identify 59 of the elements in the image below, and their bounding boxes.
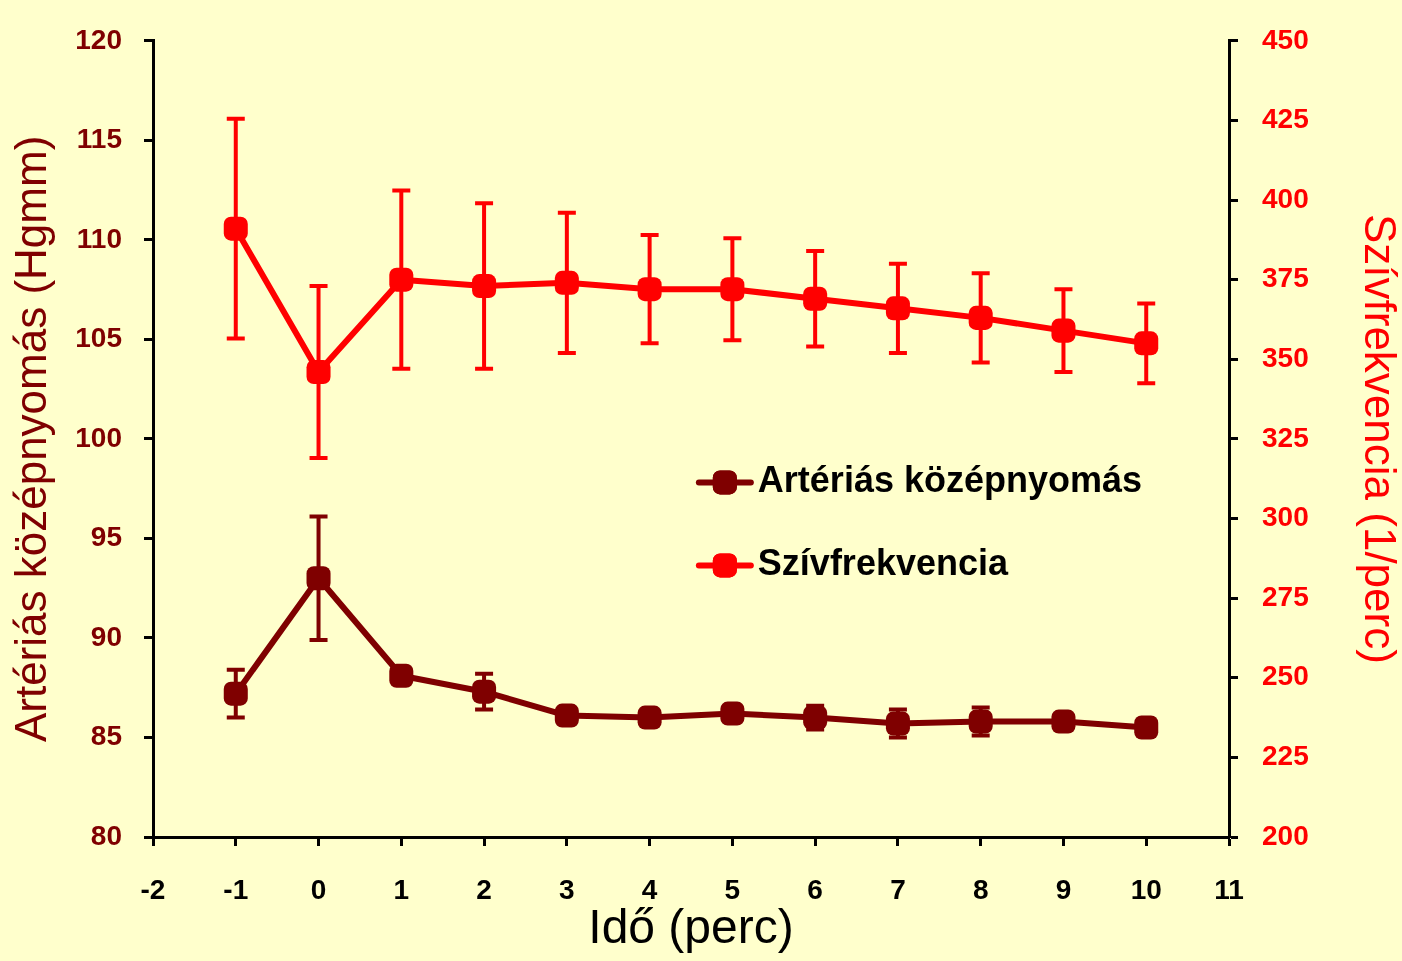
point: [472, 274, 497, 299]
x-tick-label: 11: [1214, 873, 1244, 905]
point: [720, 701, 745, 726]
point: [637, 705, 662, 730]
y2-tick-label: 450: [1262, 23, 1309, 55]
point: [1051, 318, 1076, 343]
point: [554, 270, 579, 295]
y2-tick-label: 250: [1262, 660, 1309, 692]
x-tick-label: 3: [559, 873, 575, 905]
y-tick-label: 80: [90, 819, 122, 851]
point: [389, 267, 414, 292]
x-tick-label: -1: [223, 873, 249, 905]
y-axis-title: Artériás középnyomás (Hgmm): [6, 135, 56, 743]
point: [306, 566, 331, 591]
x-tick-label: 2: [476, 873, 492, 905]
x-tick-label: 10: [1130, 873, 1162, 905]
y2-tick-label: 225: [1262, 740, 1309, 772]
point: [637, 277, 662, 302]
y-tick-label: 100: [75, 421, 122, 453]
point: [306, 360, 331, 385]
x-tick-label: 7: [890, 873, 906, 905]
y2-axis-title: Szívfrekvencia (1/perc): [1355, 213, 1402, 664]
point: [1051, 709, 1076, 734]
legend-label: Szívfrekvencia: [757, 542, 1009, 584]
point: [472, 679, 497, 704]
y2-tick-label: 275: [1262, 580, 1309, 612]
y2-tick-label: 300: [1262, 501, 1309, 533]
point: [554, 703, 579, 728]
legend-label: Artériás középnyomás: [757, 459, 1142, 501]
point: [885, 711, 910, 736]
x-tick-label: 0: [310, 873, 327, 905]
y-tick-label: 85: [90, 720, 122, 752]
y-tick-label: 110: [76, 222, 122, 254]
y-tick-label: 120: [75, 23, 122, 55]
y-tick-label: 115: [76, 123, 122, 155]
x-tick-label: 6: [807, 873, 823, 905]
x-tick-label: 9: [1055, 873, 1072, 905]
point: [885, 296, 910, 321]
x-tick-label: -2: [140, 873, 166, 905]
y2-tick-label: 375: [1262, 262, 1309, 294]
point: [223, 681, 248, 706]
y-tick-label: 95: [90, 521, 122, 553]
x-tick-label: 1: [393, 873, 410, 905]
point: [1134, 715, 1159, 740]
point: [968, 305, 993, 330]
x-tick-label: 8: [972, 873, 989, 905]
point: [968, 709, 993, 734]
y2-tick-label: 425: [1262, 103, 1309, 135]
y2-tick-label: 400: [1262, 182, 1309, 214]
y2-tick-label: 350: [1262, 342, 1309, 373]
point: [1134, 331, 1159, 356]
point: [720, 277, 745, 302]
y-tick-label: 90: [90, 620, 122, 652]
y2-tick-label: 200: [1262, 819, 1309, 851]
point: [389, 663, 414, 688]
y2-tick-label: 325: [1262, 421, 1309, 453]
point: [223, 216, 248, 241]
y-tick-label: 105: [75, 322, 122, 354]
point: [803, 286, 828, 311]
